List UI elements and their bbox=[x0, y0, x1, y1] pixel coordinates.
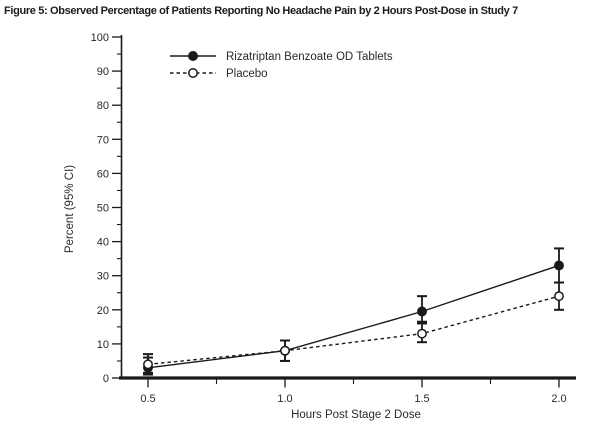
legend-marker-rizatriptan bbox=[188, 51, 198, 61]
y-tick-label: 40 bbox=[97, 237, 109, 249]
x-axis-label: Hours Post Stage 2 Dose bbox=[291, 409, 421, 421]
data-point-placebo bbox=[554, 291, 564, 302]
data-point-placebo bbox=[143, 359, 153, 370]
legend-label-placebo: Placebo bbox=[226, 68, 268, 80]
y-axis-label: Percent (95% CI) bbox=[64, 165, 76, 253]
x-tick-label: 2.0 bbox=[551, 393, 566, 405]
series-line-placebo bbox=[147, 295, 560, 366]
data-point-rizatriptan bbox=[554, 260, 564, 271]
y-tick-label: 70 bbox=[97, 134, 109, 146]
y-tick-label: 100 bbox=[91, 32, 109, 44]
data-point-placebo bbox=[417, 328, 427, 339]
x-tick-label: 1.0 bbox=[277, 393, 292, 405]
y-tick-label: 50 bbox=[97, 203, 109, 215]
data-point-rizatriptan bbox=[417, 306, 427, 317]
data-point-placebo bbox=[280, 345, 290, 356]
x-tick-label: 1.5 bbox=[414, 393, 429, 405]
legend-label-rizatriptan: Rizatriptan Benzoate OD Tablets bbox=[226, 51, 393, 63]
legend-marker-placebo bbox=[188, 68, 198, 78]
series-line-rizatriptan bbox=[147, 264, 560, 369]
y-tick-label: 80 bbox=[97, 100, 109, 112]
y-tick-label: 90 bbox=[97, 66, 109, 78]
y-tick-label: 10 bbox=[97, 339, 109, 351]
x-tick-label: 0.5 bbox=[140, 393, 155, 405]
y-tick-label: 0 bbox=[103, 373, 109, 385]
y-tick-label: 20 bbox=[97, 305, 109, 317]
y-tick-label: 30 bbox=[97, 271, 109, 283]
y-tick-label: 60 bbox=[97, 168, 109, 180]
figure-title: Figure 5: Observed Percentage of Patient… bbox=[4, 5, 518, 17]
